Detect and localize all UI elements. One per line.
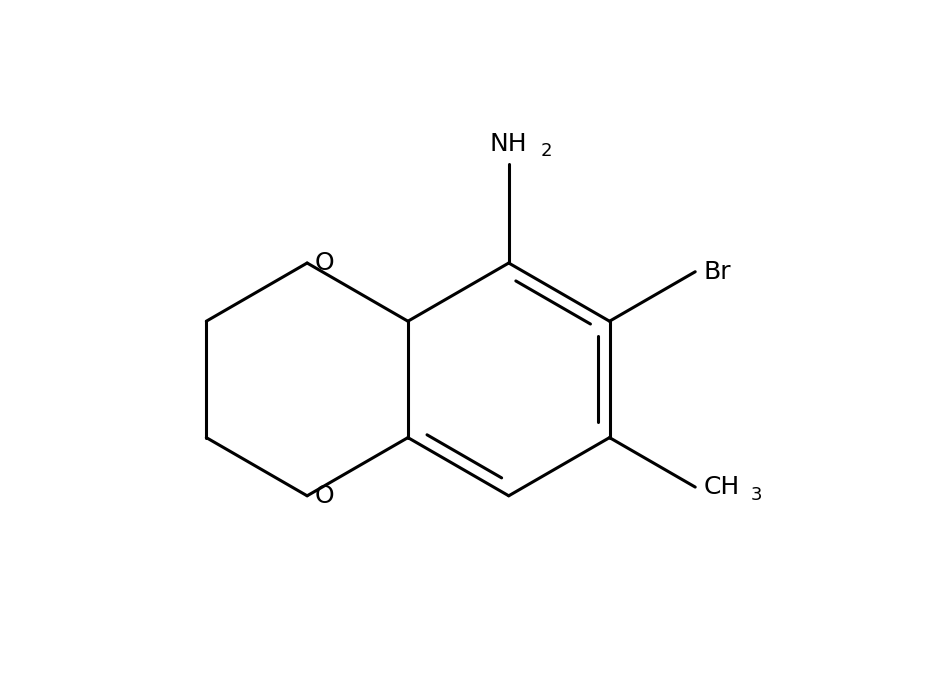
Text: 2: 2 — [541, 142, 552, 160]
Text: O: O — [315, 484, 335, 508]
Text: Br: Br — [703, 260, 731, 284]
Text: O: O — [315, 251, 335, 275]
Text: NH: NH — [490, 132, 528, 156]
Text: 3: 3 — [751, 486, 762, 504]
Text: CH: CH — [703, 475, 739, 499]
